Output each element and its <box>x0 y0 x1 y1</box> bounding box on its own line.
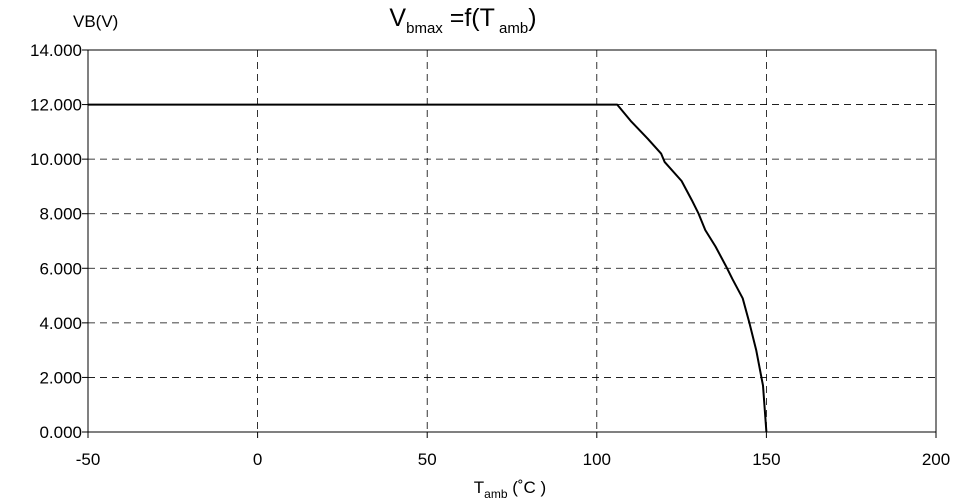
plot-frame <box>87 49 937 433</box>
x-axis-label-main: T <box>474 478 484 497</box>
y-tick-label: 2.000 <box>39 368 82 387</box>
y-tick-label: 0.000 <box>39 423 82 442</box>
title-eq-sub: amb <box>495 20 528 37</box>
x-tick-label: 200 <box>922 450 950 469</box>
x-tick-labels: -50 0 50 100 150 200 <box>76 450 950 469</box>
x-axis-label-unit: (˚C ) <box>508 478 547 497</box>
y-tick-label: 14.000 <box>30 41 82 60</box>
chart-title: Vbmax =f(T amb) <box>389 4 536 37</box>
y-tick-label: 10.000 <box>30 150 82 169</box>
y-tick-label: 12.000 <box>30 96 82 115</box>
title-eq: =f(T <box>443 4 495 32</box>
x-tick-label: 50 <box>418 450 437 469</box>
x-axis-label: Tamb (˚C ) <box>474 478 546 501</box>
series-layer <box>88 103 768 433</box>
x-tick-label: 150 <box>752 450 780 469</box>
title-close: ) <box>528 4 536 32</box>
y-tick-label: 8.000 <box>39 205 82 224</box>
y-axis-label: VB(V) <box>73 12 118 31</box>
y-tick-label: 6.000 <box>39 259 82 278</box>
x-tick-label: 0 <box>253 450 262 469</box>
x-tick-label: 100 <box>583 450 611 469</box>
axis-ticks <box>82 49 937 438</box>
y-tick-label: 4.000 <box>39 314 82 333</box>
title-main-sub: bmax <box>406 20 443 37</box>
grid <box>88 50 936 432</box>
y-tick-labels: 0.000 2.000 4.000 6.000 8.000 10.000 12.000 14.… <box>30 41 82 442</box>
x-axis-label-sub: amb <box>484 487 508 501</box>
title-main: V <box>389 4 406 32</box>
series-line <box>88 103 768 433</box>
x-tick-label: -50 <box>76 450 101 469</box>
